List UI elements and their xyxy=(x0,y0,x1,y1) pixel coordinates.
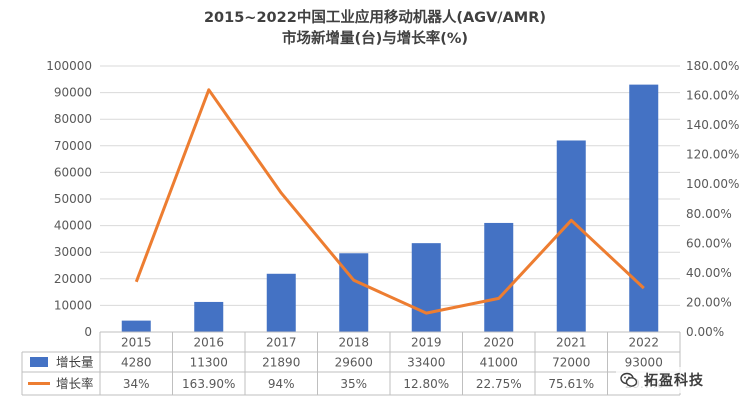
y-right-tick-label: 20.00% xyxy=(686,295,732,309)
bar xyxy=(194,301,224,332)
x-tick-label: 2021 xyxy=(556,336,587,350)
y-right-tick-label: 40.00% xyxy=(686,266,732,280)
data-label: 93000 xyxy=(625,356,663,370)
bar xyxy=(484,222,514,332)
y-left-tick-label: 10000 xyxy=(54,298,92,312)
x-tick-label: 2020 xyxy=(483,336,514,350)
data-label: 33400 xyxy=(407,356,445,370)
bar xyxy=(266,273,296,332)
chart-title-line2: 市场新增量(台)与增长率(%) xyxy=(281,31,469,47)
x-tick-label: 2022 xyxy=(628,336,659,350)
y-left-tick-label: 40000 xyxy=(54,219,92,233)
y-right-tick-label: 120.00% xyxy=(686,148,739,162)
y-left-tick-label: 20000 xyxy=(54,272,92,286)
data-label: 21890 xyxy=(262,356,300,370)
data-label: 12.80% xyxy=(403,377,449,391)
x-tick-label: 2017 xyxy=(266,336,297,350)
x-tick-label: 2019 xyxy=(411,336,442,350)
data-label: 94% xyxy=(268,377,295,391)
wechat-icon xyxy=(620,372,638,387)
y-right-tick-label: 80.00% xyxy=(686,207,732,221)
watermark-text: 拓盈科技 xyxy=(644,373,704,389)
data-label: 163.90% xyxy=(182,377,235,391)
y-left-tick-label: 50000 xyxy=(54,192,92,206)
watermark: 拓盈科技 xyxy=(616,367,750,393)
data-label: 11300 xyxy=(190,356,228,370)
data-label: 29600 xyxy=(335,356,373,370)
bar xyxy=(411,243,441,332)
line-series xyxy=(134,88,645,315)
x-tick-label: 2015 xyxy=(121,336,152,350)
y-left-tick-label: 0 xyxy=(84,325,92,339)
chart-title-line1: 2015~2022中国工业应用移动机器人(AGV/AMR) xyxy=(203,10,547,26)
x-tick-label: 2018 xyxy=(338,336,369,350)
legend-label: 增长量 xyxy=(56,355,94,370)
y-left-tick-label: 70000 xyxy=(54,139,92,153)
legend-label: 增长率 xyxy=(56,376,94,391)
data-label: 35% xyxy=(340,377,367,391)
bar xyxy=(629,84,659,333)
data-label: 22.75% xyxy=(476,377,522,391)
bar xyxy=(556,140,586,332)
x-tick-label: 2016 xyxy=(193,336,224,350)
data-label: 75.61% xyxy=(548,377,594,391)
y-left-tick-label: 100000 xyxy=(46,59,92,73)
y-left-tick-label: 80000 xyxy=(54,112,92,126)
legend-swatch-bar xyxy=(30,357,48,367)
bar xyxy=(339,253,369,332)
bar xyxy=(121,320,151,332)
y-left-tick-label: 90000 xyxy=(54,86,92,100)
data-label: 4280 xyxy=(121,356,152,370)
y-right-tick-label: 0.00% xyxy=(686,325,724,339)
y-left-tick-label: 60000 xyxy=(54,165,92,179)
y-right-tick-label: 160.00% xyxy=(686,89,739,103)
y-right-tick-label: 60.00% xyxy=(686,236,732,250)
data-label: 41000 xyxy=(480,356,518,370)
y-right-tick-label: 180.00% xyxy=(686,59,739,73)
y-right-tick-label: 140.00% xyxy=(686,118,739,132)
data-label: 34% xyxy=(123,377,150,391)
y-left-tick-label: 30000 xyxy=(54,245,92,259)
y-right-tick-label: 100.00% xyxy=(686,177,739,191)
data-label: 72000 xyxy=(552,356,590,370)
